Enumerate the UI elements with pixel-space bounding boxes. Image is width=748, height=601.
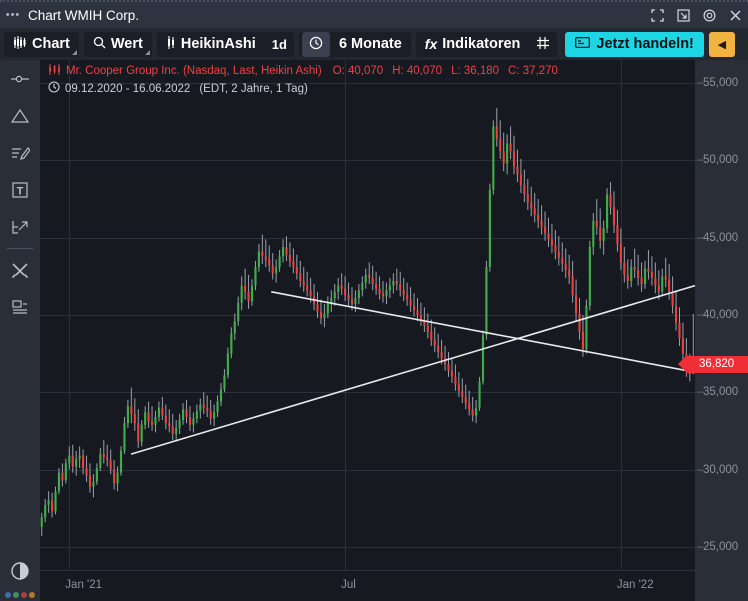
last-price-label: 36,820 [699,358,735,371]
y-axis-tick: –50,000 [695,153,748,167]
y-axis-tick: –25,000 [695,540,748,554]
value-dropdown-corner[interactable] [144,49,150,55]
tools-wrench-icon[interactable] [0,252,40,289]
legend-low: L: 36,180 [451,65,500,77]
price-plot-svg [40,60,695,570]
y-tick-label: 40,000 [703,309,739,321]
window-title: Chart WMIH Corp. [28,7,140,23]
range-label: 6 Monate [338,36,402,52]
clock-icon [309,36,323,53]
drawing-tools-rail: T [0,60,40,601]
collapse-panel-button[interactable]: ◀ [708,31,735,57]
trade-now-label: Jetzt handeln! [596,36,694,52]
y-tick-mark: – [697,309,704,321]
chart-type-label: Chart [32,36,70,52]
chart-area: Mr. Cooper Group Inc. (Nasdaq, Last, Hei… [40,60,748,601]
y-tick-mark: – [697,463,704,476]
value-button[interactable]: Wert [83,31,152,57]
window-titlebar: ••• Chart WMIH Corp. [0,0,748,28]
brush-annotation-icon[interactable] [0,134,40,171]
templates-layers-icon[interactable] [0,289,40,326]
value-label: Wert [110,36,143,52]
chart-style-button[interactable]: HeikinAshi [157,32,265,57]
y-tick-label: 50,000 [703,154,739,167]
compare-icon [536,36,550,53]
interval-label: 1d [271,36,287,52]
chart-legend: Mr. Cooper Group Inc. (Nasdaq, Last, Hei… [48,64,567,96]
svg-text:T: T [17,185,24,197]
clock-icon [48,81,60,96]
swatch-blue[interactable] [5,591,11,598]
legend-close: C: 37,270 [508,65,558,77]
theme-contrast-icon[interactable] [0,554,40,588]
record-icon[interactable] [696,1,722,29]
heikin-ashi-icon [48,64,61,78]
legend-instrument: Mr. Cooper Group Inc. (Nasdaq, Last, Hei… [66,65,322,77]
y-axis-tick: –30,000 [695,463,748,477]
legend-open: O: 40,070 [332,65,384,77]
search-icon [93,36,106,53]
legend-date-range: 09.12.2020 - 16.06.2022 [65,82,191,95]
chart-toolbar: Chart Wert HeikinAshi 1d [0,28,748,60]
chevron-left-icon: ◀ [717,38,727,51]
y-tick-mark: – [697,231,704,244]
chart-type-button[interactable]: Chart [4,31,79,57]
window-controls [644,1,748,29]
text-tool-icon[interactable]: T [0,171,40,208]
x-axis-tick: Jul [341,579,356,591]
close-icon[interactable] [722,1,748,29]
trade-now-button[interactable]: Jetzt handeln! [565,31,704,57]
swatch-orange[interactable] [29,591,35,598]
y-tick-mark: – [697,77,704,90]
trade-card-icon [575,36,591,52]
interval-button[interactable]: 1d [265,32,294,57]
fullscreen-icon[interactable] [644,1,670,29]
y-tick-mark: – [697,386,704,399]
indicators-label: Indikatoren [442,36,521,52]
y-axis-tick: –55,000 [695,76,748,90]
y-tick-label: 45,000 [703,231,739,244]
y-tick-label: 55,000 [703,77,739,90]
style-interval-group: HeikinAshi 1d [156,31,294,57]
legend-ohlc: O: 40,070 H: 40,070 L: 36,180 C: 37,270 [333,65,567,77]
kebab-menu-icon[interactable]: ••• [5,9,21,21]
range-group: 6 Monate [298,31,411,57]
x-axis-tick: Jan '22 [616,579,654,591]
legend-date-row: 09.12.2020 - 16.06.2022 (EDT, 2 Jahre, 1… [48,81,567,96]
y-axis[interactable]: –25,000–30,000–35,000–40,000–45,000–50,0… [678,60,748,601]
restore-down-icon[interactable] [670,1,696,29]
swatch-red[interactable] [21,591,27,598]
indicators-button[interactable]: fx Indikatoren [416,32,530,57]
y-axis-tick: –35,000 [695,385,748,399]
y-tick-mark: – [697,540,704,553]
y-tick-label: 25,000 [703,540,739,553]
chart-type-dropdown-corner[interactable] [71,49,77,55]
measure-arrow-icon[interactable] [0,208,40,245]
candlestick-icon [13,35,27,53]
range-button[interactable]: 6 Monate [330,32,411,57]
color-swatches[interactable] [0,588,40,601]
range-clock-button[interactable] [301,31,330,57]
y-tick-label: 30,000 [703,463,739,476]
last-price-badge: 36,820 [678,355,748,373]
x-axis-tick: Jan '21 [65,579,103,591]
fx-icon: fx [424,36,438,52]
y-tick-label: 35,000 [703,386,739,399]
chart-style-label: HeikinAshi [180,36,256,52]
price-plot[interactable] [40,60,695,570]
y-axis-tick: –40,000 [695,308,748,322]
cursor-crosshair-icon[interactable] [0,60,40,97]
legend-instrument-row: Mr. Cooper Group Inc. (Nasdaq, Last, Hei… [48,64,567,78]
swatch-green[interactable] [13,591,19,598]
legend-high: H: 40,070 [392,65,443,77]
y-axis-tick: –45,000 [695,231,748,245]
compare-button[interactable] [529,32,557,57]
x-axis[interactable]: Jan '21 Jul Jan '22 [40,570,695,601]
indicators-group: fx Indikatoren [415,31,558,57]
shapes-triangle-icon[interactable] [0,97,40,134]
legend-date-meta: (EDT, 2 Jahre, 1 Tag) [199,82,308,95]
heikin-ashi-icon [166,35,176,53]
y-tick-mark: – [697,154,704,167]
rail-divider [7,248,33,249]
